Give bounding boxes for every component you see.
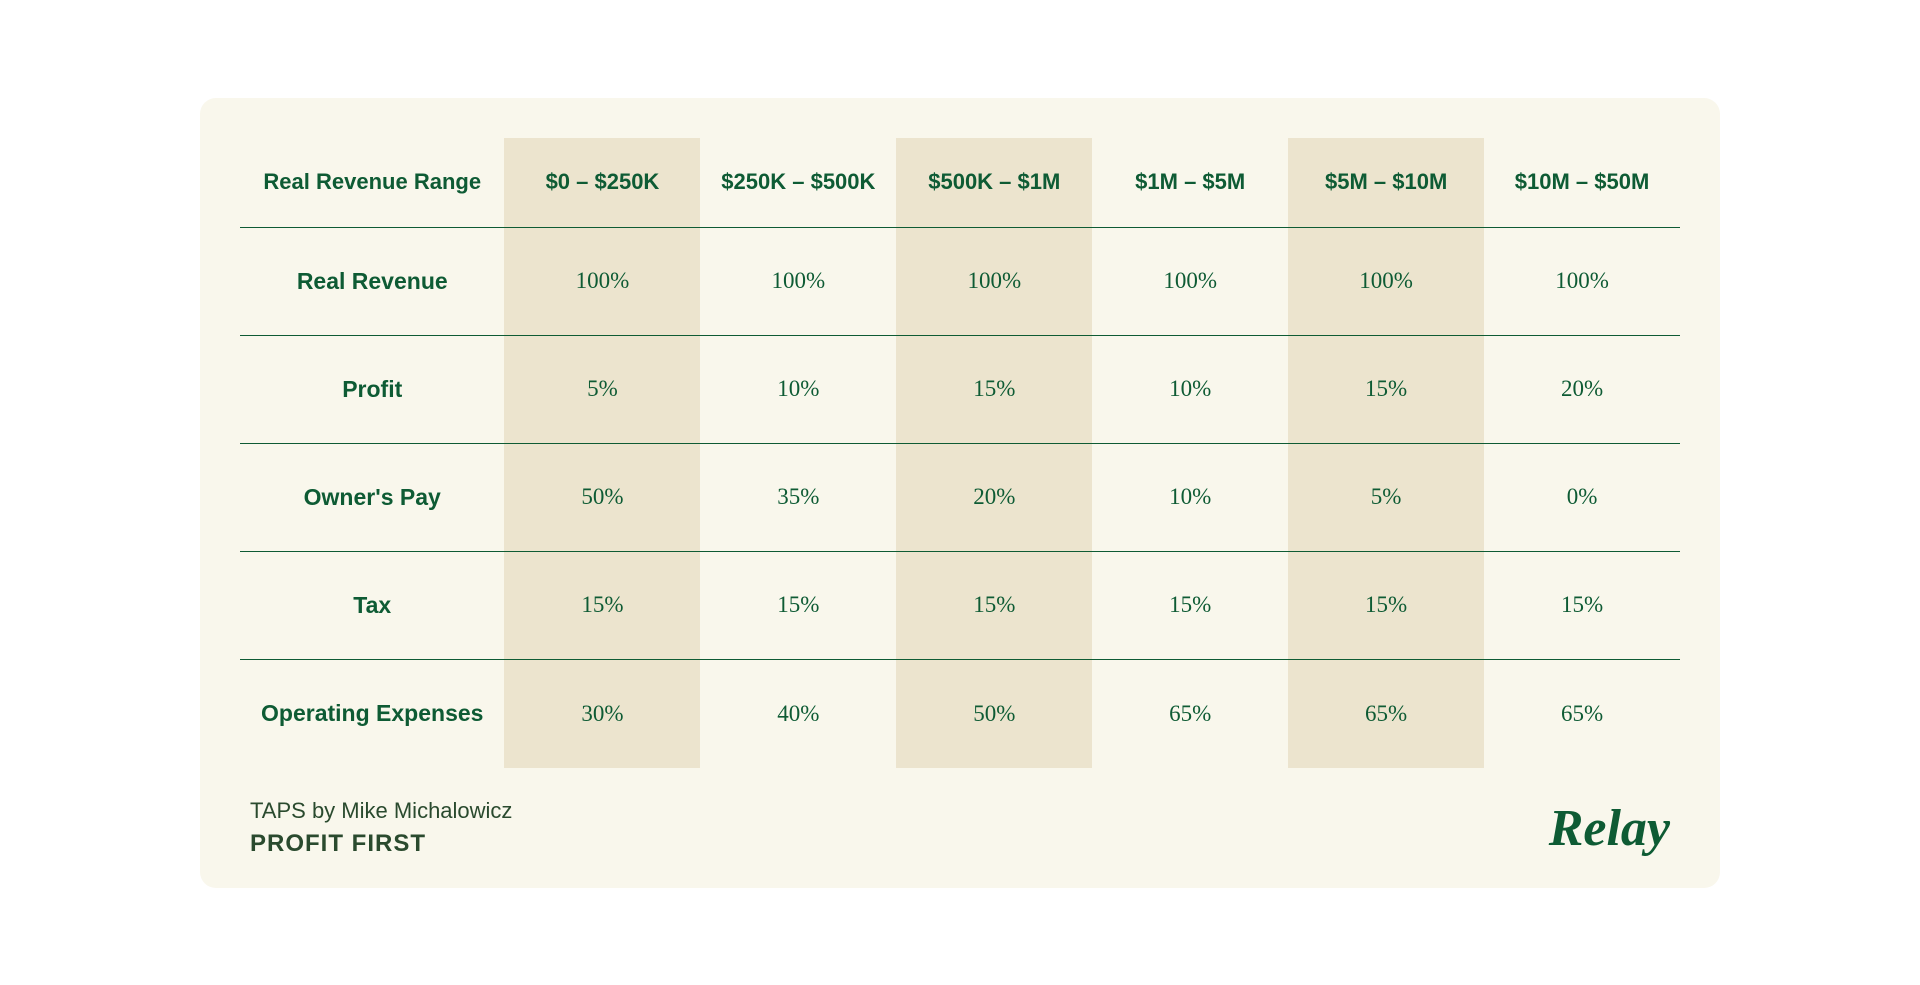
- row-cell: 40%: [700, 660, 896, 768]
- row-cell: 100%: [700, 228, 896, 335]
- header-col-4: $5M – $10M: [1288, 138, 1484, 227]
- row-cell: 65%: [1484, 660, 1680, 768]
- row-cell: 15%: [1092, 552, 1288, 659]
- header-col-2: $500K – $1M: [896, 138, 1092, 227]
- row-cell: 30%: [504, 660, 700, 768]
- row-cell: 15%: [504, 552, 700, 659]
- table-row: Real Revenue 100% 100% 100% 100% 100% 10…: [240, 228, 1680, 336]
- row-label: Operating Expenses: [240, 660, 504, 768]
- row-cell: 100%: [1092, 228, 1288, 335]
- row-cell: 65%: [1288, 660, 1484, 768]
- row-cell: 100%: [1288, 228, 1484, 335]
- table-row: Tax 15% 15% 15% 15% 15% 15%: [240, 552, 1680, 660]
- header-col-1: $250K – $500K: [700, 138, 896, 227]
- row-cell: 50%: [504, 444, 700, 551]
- brand-logo: Relay: [1549, 799, 1670, 858]
- row-label: Owner's Pay: [240, 444, 504, 551]
- row-cell: 15%: [1288, 552, 1484, 659]
- row-cell: 65%: [1092, 660, 1288, 768]
- row-label: Real Revenue: [240, 228, 504, 335]
- row-cell: 100%: [504, 228, 700, 335]
- table-row: Operating Expenses 30% 40% 50% 65% 65% 6…: [240, 660, 1680, 768]
- attribution-line-2: PROFIT FIRST: [250, 830, 512, 858]
- row-label: Tax: [240, 552, 504, 659]
- row-cell: 0%: [1484, 444, 1680, 551]
- table-row: Owner's Pay 50% 35% 20% 10% 5% 0%: [240, 444, 1680, 552]
- attribution: TAPS by Mike Michalowicz PROFIT FIRST: [250, 798, 512, 858]
- table-header-row: Real Revenue Range $0 – $250K $250K – $5…: [240, 138, 1680, 228]
- row-cell: 15%: [1288, 336, 1484, 443]
- taps-card: Real Revenue Range $0 – $250K $250K – $5…: [200, 98, 1720, 888]
- row-cell: 15%: [896, 336, 1092, 443]
- table-row: Profit 5% 10% 15% 10% 15% 20%: [240, 336, 1680, 444]
- row-cell: 20%: [1484, 336, 1680, 443]
- row-label: Profit: [240, 336, 504, 443]
- header-label-cell: Real Revenue Range: [240, 138, 504, 227]
- row-cell: 5%: [1288, 444, 1484, 551]
- row-cell: 100%: [896, 228, 1092, 335]
- row-cell: 15%: [700, 552, 896, 659]
- row-cell: 10%: [700, 336, 896, 443]
- row-cell: 10%: [1092, 444, 1288, 551]
- row-cell: 10%: [1092, 336, 1288, 443]
- row-cell: 100%: [1484, 228, 1680, 335]
- card-footer: TAPS by Mike Michalowicz PROFIT FIRST Re…: [240, 778, 1680, 858]
- header-col-5: $10M – $50M: [1484, 138, 1680, 227]
- header-col-0: $0 – $250K: [504, 138, 700, 227]
- row-cell: 5%: [504, 336, 700, 443]
- header-col-3: $1M – $5M: [1092, 138, 1288, 227]
- taps-table: Real Revenue Range $0 – $250K $250K – $5…: [240, 138, 1680, 778]
- row-cell: 20%: [896, 444, 1092, 551]
- attribution-line-1: TAPS by Mike Michalowicz: [250, 798, 512, 824]
- row-cell: 35%: [700, 444, 896, 551]
- row-cell: 50%: [896, 660, 1092, 768]
- row-cell: 15%: [896, 552, 1092, 659]
- row-cell: 15%: [1484, 552, 1680, 659]
